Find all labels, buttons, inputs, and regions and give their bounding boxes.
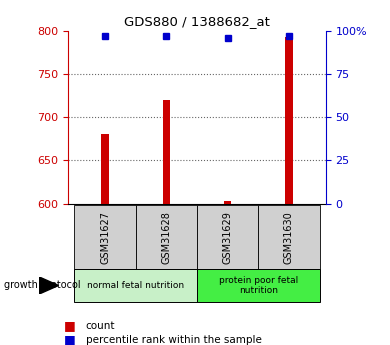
Text: growth protocol: growth protocol	[4, 280, 80, 290]
Title: GDS880 / 1388682_at: GDS880 / 1388682_at	[124, 16, 270, 29]
Bar	[285, 37, 292, 204]
Bar	[74, 269, 197, 302]
Bar	[163, 100, 170, 204]
Text: ■: ■	[64, 319, 76, 333]
Text: GSM31628: GSM31628	[161, 211, 171, 264]
Text: percentile rank within the sample: percentile rank within the sample	[86, 335, 262, 345]
Text: ■: ■	[64, 333, 76, 345]
Bar	[224, 201, 231, 204]
Text: count: count	[86, 321, 115, 331]
Polygon shape	[39, 277, 58, 294]
Bar	[74, 205, 136, 269]
Bar	[197, 205, 258, 269]
Bar	[197, 269, 319, 302]
Bar	[101, 134, 109, 204]
Text: GSM31630: GSM31630	[284, 211, 294, 264]
Bar	[136, 205, 197, 269]
Text: normal fetal nutrition: normal fetal nutrition	[87, 281, 184, 290]
Bar	[258, 205, 319, 269]
Text: GSM31629: GSM31629	[223, 211, 232, 264]
Text: protein poor fetal
nutrition: protein poor fetal nutrition	[219, 276, 298, 295]
Text: GSM31627: GSM31627	[100, 211, 110, 264]
